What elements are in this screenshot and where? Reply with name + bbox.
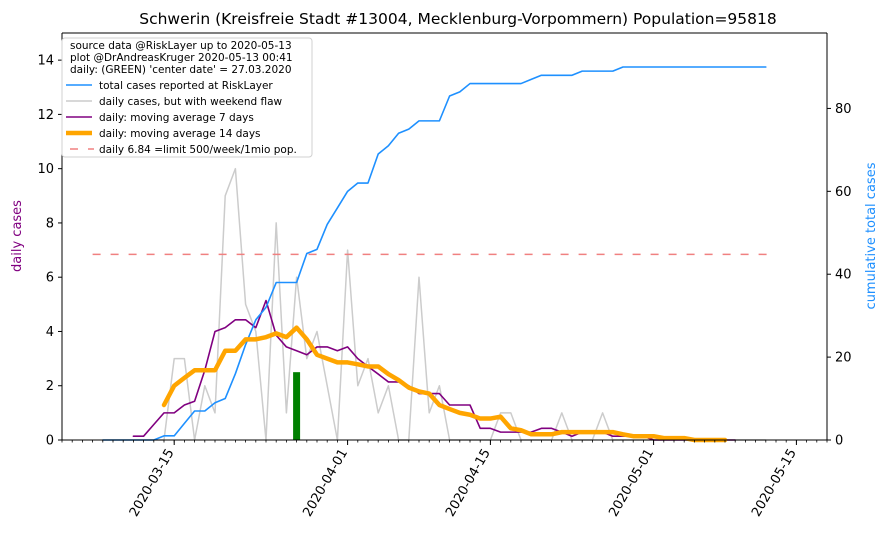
y-tick-label-left: 14 <box>37 54 54 69</box>
legend-entries: total cases reported at RiskLayer daily c… <box>66 80 297 156</box>
center-date-bar <box>293 372 301 440</box>
series-line-total <box>102 66 767 441</box>
legend-entry-total: total cases reported at RiskLayer <box>66 80 273 92</box>
legend-entry-ma14-label: daily: moving average 14 days <box>99 128 261 140</box>
legend-text-source: source data @RiskLayer up to 2020-05-13 <box>70 40 292 52</box>
legend-entry-ma7: daily: moving average 7 days <box>66 112 254 124</box>
legend-entry-total-label: total cases reported at RiskLayer <box>99 80 273 92</box>
legend: source data @RiskLayer up to 2020-05-13 … <box>61 37 313 158</box>
legend-frame <box>61 37 313 158</box>
y-tick-label-right: 20 <box>835 351 852 366</box>
y-tick-label-right: 40 <box>835 268 852 283</box>
legend-text-plot: plot @DrAndreasKruger 2020-05-13 00:41 <box>70 52 293 64</box>
chart-title: Schwerin (Kreisfreie Stadt #13004, Meckl… <box>139 10 777 28</box>
legend-entry-ma7-label: daily: moving average 7 days <box>99 112 254 124</box>
legend-text-center-date: daily: (GREEN) 'center date' = 27.03.202… <box>70 64 292 76</box>
y-tick-label-right: 80 <box>835 102 852 117</box>
y-tick-label-left: 8 <box>46 216 54 231</box>
y-tick-label-left: 6 <box>46 271 54 286</box>
y-tick-label-left: 10 <box>37 162 54 177</box>
y-tick-label-left: 12 <box>37 108 54 123</box>
legend-entry-ma14: daily: moving average 14 days <box>66 128 261 140</box>
y-axis-label-right: cumulative total cases <box>864 162 879 309</box>
y-tick-label-left: 2 <box>46 379 54 394</box>
legend-entry-daily-label: daily cases, but with weekend flaw <box>99 96 283 108</box>
legend-entry-limit: daily 6.84 =limit 500/week/1mio pop. <box>70 144 297 156</box>
y-tick-label-left: 0 <box>46 434 54 449</box>
legend-entry-limit-label: daily 6.84 =limit 500/week/1mio pop. <box>99 144 297 156</box>
y-axis-label-left: daily cases <box>10 200 25 272</box>
y-tick-label-right: 0 <box>835 434 843 449</box>
legend-entry-daily: daily cases, but with weekend flaw <box>66 96 283 108</box>
y-tick-label-left: 4 <box>46 325 54 340</box>
series-line-ma14 <box>161 325 728 443</box>
y-tick-label-right: 60 <box>835 185 852 200</box>
